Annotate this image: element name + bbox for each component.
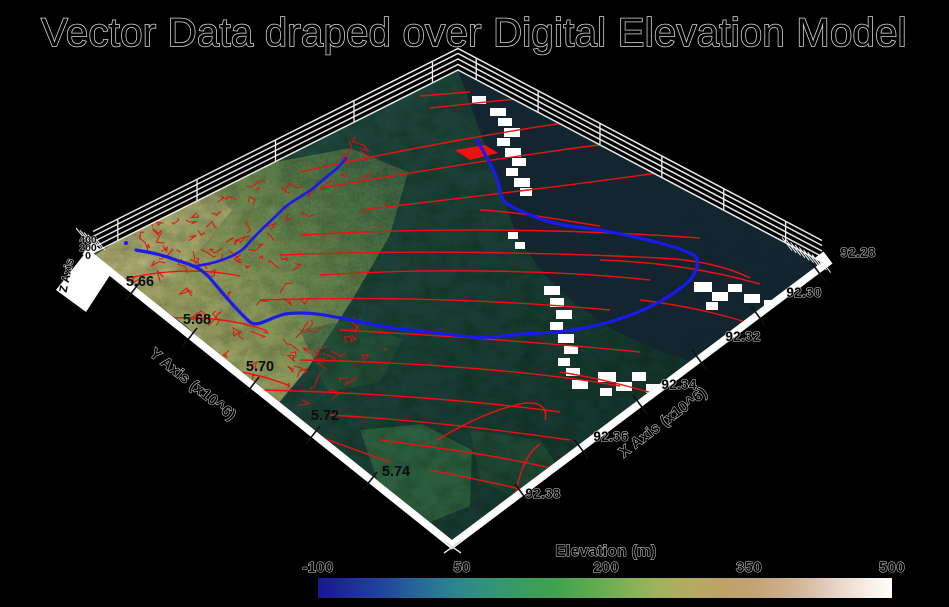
- y-tick-label: 5.70: [246, 359, 274, 375]
- x-tick-label: 92.28: [840, 245, 875, 260]
- x-tick-label: 92.34: [661, 377, 696, 392]
- colorbar-gradient-bar: [318, 578, 892, 598]
- x-tick-label: 92.38: [525, 486, 560, 501]
- y-tick-label: 5.72: [311, 408, 339, 424]
- y-tick-label: 5.66: [126, 274, 154, 290]
- colorbar-tick: -100: [302, 559, 333, 576]
- colorbar-title: Elevation (m): [555, 543, 656, 560]
- y-tick-label: 5.74: [382, 464, 410, 480]
- y-tick-label: 5.68: [183, 312, 211, 328]
- axis-tick-marks: [125, 261, 826, 554]
- y-axis-tick-labels: 5.66 5.68 5.70 5.72 5.74: [126, 274, 410, 480]
- fault-squiggle-field: [118, 136, 386, 406]
- coast-river: [134, 138, 699, 339]
- mountain-tributary: [195, 156, 348, 268]
- colorbar-tick: 200: [593, 559, 619, 576]
- axis-fence: [75, 47, 832, 273]
- left-corner-white-wedge: [56, 247, 118, 312]
- x-tick-label: 92.36: [593, 429, 628, 444]
- z-tick-label: 0: [85, 250, 91, 262]
- colorbar-tick-labels: -100 50 200 350 500: [302, 559, 905, 577]
- red-patch: [455, 145, 498, 160]
- cloud-patches: [472, 96, 776, 396]
- x-tick-label: 92.32: [725, 329, 760, 344]
- colorbar-tick: 50: [453, 559, 470, 576]
- colorbar-tick: 350: [736, 559, 762, 576]
- z-tick-label: 200: [79, 242, 97, 254]
- colorbar-tick: 500: [879, 559, 905, 576]
- colorbar: Elevation (m) -100 50 200 350 500: [302, 543, 905, 598]
- z-tick-label: 400: [79, 234, 97, 246]
- x-tick-label: 92.30: [786, 285, 821, 300]
- z-axis-tick-labels: 400 200 0: [79, 234, 97, 263]
- x-axis-tick-labels: 92.28 92.30 92.32 92.34 92.36 92.38: [525, 245, 876, 502]
- page-title: Vector Data draped over Digital Elevatio…: [41, 11, 907, 55]
